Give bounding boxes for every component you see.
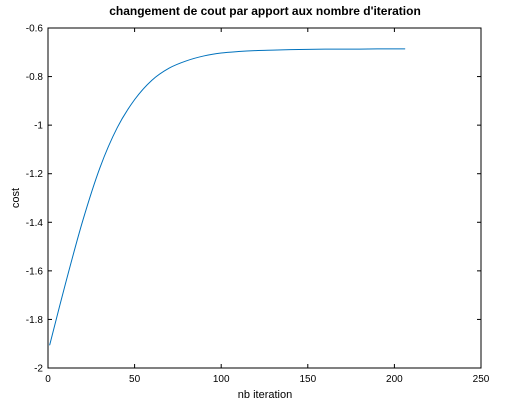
y-tick-label: -1.6 <box>26 266 44 277</box>
y-tick-label: -1 <box>34 121 43 132</box>
axis-ticks: 0 50 100 150 200 250 -2 -1.8 -1.6 -1.4 -1.2 -1 -0.8 -… <box>26 24 490 386</box>
x-tick-label: 150 <box>299 374 316 385</box>
x-tick-label: 250 <box>473 374 490 385</box>
plot-frame <box>47 27 482 369</box>
x-tick-label: 200 <box>386 374 403 385</box>
x-tick-label: 0 <box>45 374 51 385</box>
y-tick-label: -1.2 <box>26 169 44 180</box>
y-axis-label: cost <box>10 188 22 208</box>
y-tick-label: -0.6 <box>26 24 44 35</box>
y-tick-label: -1.4 <box>26 218 44 229</box>
y-tick-label: -2 <box>34 364 43 375</box>
chart-title: changement de cout par apport aux nombre… <box>109 4 421 18</box>
series-layer <box>49 48 406 346</box>
x-tick-label: 50 <box>129 374 141 385</box>
x-tick-label: 100 <box>213 374 230 385</box>
x-axis-label: nb iteration <box>238 389 292 401</box>
y-tick-label: -0.8 <box>26 72 44 83</box>
y-tick-label: -1.8 <box>26 315 44 326</box>
cost-series-line <box>49 48 406 346</box>
